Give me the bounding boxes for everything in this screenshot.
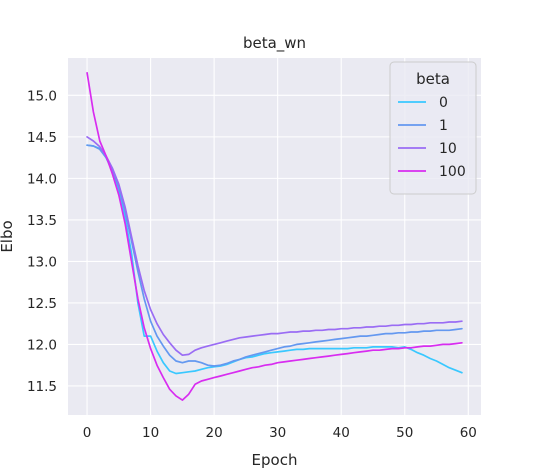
series-line-100	[86, 72, 463, 401]
legend-label-100: 100	[439, 164, 466, 180]
x-tick-label: 30	[269, 425, 286, 441]
legend-label-1: 1	[439, 118, 448, 134]
y-tick-label: 13.5	[27, 213, 57, 229]
x-tick-label: 50	[396, 425, 413, 441]
legend-title: beta	[416, 70, 450, 88]
x-tick-label: 0	[83, 425, 92, 441]
y-tick-label: 14.5	[27, 130, 57, 146]
legend-label-0: 0	[439, 95, 448, 111]
y-tick-labels: 11.5 12.0 12.5 13.0 13.5 14.0 14.5 15.0	[27, 88, 57, 395]
y-axis-label: Elbo	[0, 220, 16, 252]
x-tick-label: 20	[206, 425, 223, 441]
series-line-10	[86, 136, 463, 357]
y-tick-label: 12.0	[27, 337, 57, 353]
y-tick-label: 13.0	[27, 254, 57, 270]
y-tick-label: 15.0	[27, 88, 57, 104]
legend-label-10: 10	[439, 141, 457, 157]
legend: beta 0 1 10 100	[389, 61, 477, 195]
x-tick-label: 10	[142, 425, 159, 441]
legend-items: 0 1 10 100	[398, 95, 466, 180]
x-tick-labels: 0 10 20 30 40 50 60	[83, 425, 477, 441]
y-tick-label: 14.0	[27, 171, 57, 187]
chart-title: beta_wn	[243, 34, 306, 53]
series-lines	[86, 72, 463, 401]
series-line-1	[86, 144, 463, 367]
x-tick-label: 60	[460, 425, 477, 441]
grid	[68, 58, 481, 415]
x-tick-label: 40	[333, 425, 350, 441]
legend-box	[389, 61, 477, 195]
x-axis-label: Epoch	[252, 451, 298, 468]
y-tick-label: 11.5	[27, 379, 57, 395]
y-tick-label: 12.5	[27, 296, 57, 312]
